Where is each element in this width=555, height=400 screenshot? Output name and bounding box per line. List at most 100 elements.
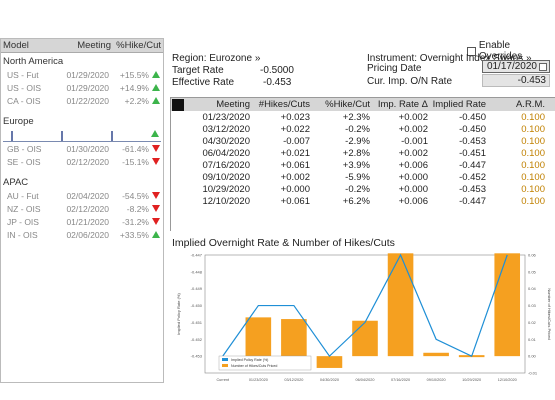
table-row[interactable]: 06/04/2020 +0.021 +2.8% +0.002 -0.451 0.100: [170, 147, 555, 159]
row-hike-cut: +14.9%: [119, 82, 149, 93]
arrow-down-icon: [149, 205, 163, 212]
cell-implied-rate: -0.451: [459, 147, 486, 159]
region-selector[interactable]: Region: Eurozone »: [172, 53, 261, 64]
enable-overrides-label: Enable Overrides: [478, 40, 523, 62]
region-row[interactable]: US - Fut 01/29/2020 +15.5%: [1, 68, 163, 81]
region-row[interactable]: CA - OIS 01/22/2020 +2.2%: [1, 94, 163, 107]
table-row[interactable]: 01/23/2020 +0.023 +2.3% +0.002 -0.450 0.100: [170, 111, 555, 123]
cell-hike-cut-pct: -0.2%: [345, 183, 370, 195]
cell-arm[interactable]: 0.100: [521, 159, 545, 171]
row-hike-cut: +15.5%: [119, 69, 149, 80]
cell-hike-cut-pct: +6.2%: [342, 195, 370, 207]
x-tick-label: 07/16/2020: [391, 378, 410, 382]
table-row[interactable]: 10/29/2020 +0.000 -0.2% +0.000 -0.453 0.100: [170, 183, 555, 195]
cur-imp-rate-label: Cur. Imp. O/N Rate: [367, 76, 453, 87]
group-label: APAC: [3, 177, 29, 188]
table-row[interactable]: 12/10/2020 +0.061 +6.2% +0.006 -0.447 0.100: [170, 195, 555, 207]
cell-imp-rate-delta: +0.002: [398, 123, 428, 135]
arrow-down-icon: [149, 192, 163, 199]
cell-implied-rate: -0.453: [459, 183, 486, 195]
row-model: JP - OIS: [7, 216, 39, 227]
instrument-selector[interactable]: Instrument: Overnight Index Swaps »: [367, 53, 532, 64]
col-hike-cut[interactable]: %Hike/Cut: [116, 40, 161, 51]
cell-meeting: 03/12/2020: [202, 123, 250, 135]
cell-implied-rate: -0.447: [459, 159, 486, 171]
cell-arm[interactable]: 0.100: [521, 111, 545, 123]
y-tick-label: -0.452: [191, 337, 203, 342]
y2-tick-label: 0.02: [528, 320, 537, 325]
cell-hikes-cuts: +0.000: [280, 183, 310, 195]
row-model: SE - OIS: [7, 156, 41, 167]
meetings-table: Meeting #Hikes/Cuts %Hike/Cut Imp. Rate …: [170, 97, 555, 231]
row-model: NZ - OIS: [7, 203, 41, 214]
region-row[interactable]: US - OIS 01/29/2020 +14.9%: [1, 81, 163, 94]
region-row[interactable]: JP - OIS 01/21/2020 -31.2%: [1, 215, 163, 228]
cell-arm[interactable]: 0.100: [521, 135, 545, 147]
region-row[interactable]: GB - OIS 01/30/2020 -61.4%: [1, 142, 163, 155]
cell-arm[interactable]: 0.100: [521, 195, 545, 207]
region-row[interactable]: AU - Fut 02/04/2020 -54.5%: [1, 189, 163, 202]
cell-hike-cut-pct: +2.8%: [342, 147, 370, 159]
cell-implied-rate: -0.447: [459, 195, 486, 207]
chart-title: Implied Overnight Rate & Number of Hikes…: [172, 237, 395, 249]
row-meeting: 02/06/2020: [66, 229, 109, 240]
col-implied-rate[interactable]: Implied Rate: [432, 99, 486, 110]
enable-overrides-checkbox[interactable]: Enable Overrides: [467, 40, 555, 62]
cell-imp-rate-delta: +0.002: [398, 147, 428, 159]
table-row[interactable]: 09/10/2020 +0.002 -5.9% +0.000 -0.452 0.100: [170, 171, 555, 183]
pricing-date-label: Pricing Date: [367, 63, 422, 74]
cell-arm[interactable]: 0.100: [521, 183, 545, 195]
row-meeting: 02/04/2020: [66, 190, 109, 201]
x-tick-label: 09/10/2020: [427, 378, 446, 382]
table-row[interactable]: 04/30/2020 -0.007 -2.9% -0.001 -0.453 0.100: [170, 135, 555, 147]
table-row[interactable]: 07/16/2020 +0.061 +3.9% +0.006 -0.447 0.100: [170, 159, 555, 171]
row-hike-cut: +2.2%: [124, 95, 149, 106]
cell-hike-cut-pct: -5.9%: [345, 171, 370, 183]
table-row[interactable]: 03/12/2020 +0.022 -0.2% +0.002 -0.450 0.100: [170, 123, 555, 135]
cell-hikes-cuts: +0.002: [280, 171, 310, 183]
cell-arm[interactable]: 0.100: [521, 123, 545, 135]
row-hike-cut: +33.5%: [119, 229, 149, 240]
row-meeting: 01/21/2020: [66, 216, 109, 227]
x-tick-label: 03/12/2020: [284, 378, 303, 382]
col-imp-rate-delta[interactable]: Imp. Rate Δ: [377, 99, 428, 110]
y2-tick-label: 0.04: [528, 286, 537, 291]
col-hikes-cuts[interactable]: #Hikes/Cuts: [258, 99, 310, 110]
cell-meeting: 07/16/2020: [202, 159, 250, 171]
cell-imp-rate-delta: +0.000: [398, 171, 428, 183]
row-model: IN - OIS: [7, 229, 38, 240]
pricing-date-input[interactable]: 01/17/2020: [482, 60, 550, 73]
region-row[interactable]: SE - OIS 02/12/2020 -15.1%: [1, 155, 163, 168]
y-tick-label: -0.451: [191, 320, 203, 325]
col-meeting[interactable]: Meeting: [216, 99, 250, 110]
arrow-down-icon: [149, 145, 163, 152]
row-model: GB - OIS: [7, 143, 42, 154]
arrow-down-icon: [149, 218, 163, 225]
row-model: CA - OIS: [7, 95, 41, 106]
region-row[interactable]: NZ - OIS 02/12/2020 -8.2%: [1, 202, 163, 215]
legend: [218, 355, 312, 371]
effective-rate-label: Effective Rate: [172, 77, 235, 88]
bar-2: [281, 319, 307, 357]
col-meeting[interactable]: Meeting: [77, 40, 111, 51]
group-label: North America: [3, 56, 64, 67]
region-row[interactable]: IN - OIS 02/06/2020 +33.5%: [1, 228, 163, 241]
x-tick-label: Current: [216, 378, 230, 382]
cell-arm[interactable]: 0.100: [521, 171, 545, 183]
row-hike-cut: -61.4%: [122, 143, 149, 154]
col-model[interactable]: Model: [3, 40, 29, 51]
col-arm[interactable]: A.R.M.: [515, 99, 545, 110]
row-hike-cut: -31.2%: [122, 216, 149, 227]
pricing-date-value: 01/17/2020: [486, 61, 537, 72]
cell-hike-cut-pct: +2.3%: [342, 111, 370, 123]
row-model: AU - Fut: [7, 190, 39, 201]
x-tick-label: 06/04/2020: [355, 378, 374, 382]
cell-implied-rate: -0.450: [459, 111, 486, 123]
cell-arm[interactable]: 0.100: [521, 147, 545, 159]
col-hike-cut-pct[interactable]: %Hike/Cut: [325, 99, 370, 110]
y2-tick-label: 0.03: [528, 303, 537, 308]
legend-swatch-line: [222, 358, 228, 361]
y-tick-label: -0.448: [191, 269, 203, 274]
checkbox-icon[interactable]: [467, 46, 476, 56]
calendar-icon[interactable]: [539, 62, 547, 71]
